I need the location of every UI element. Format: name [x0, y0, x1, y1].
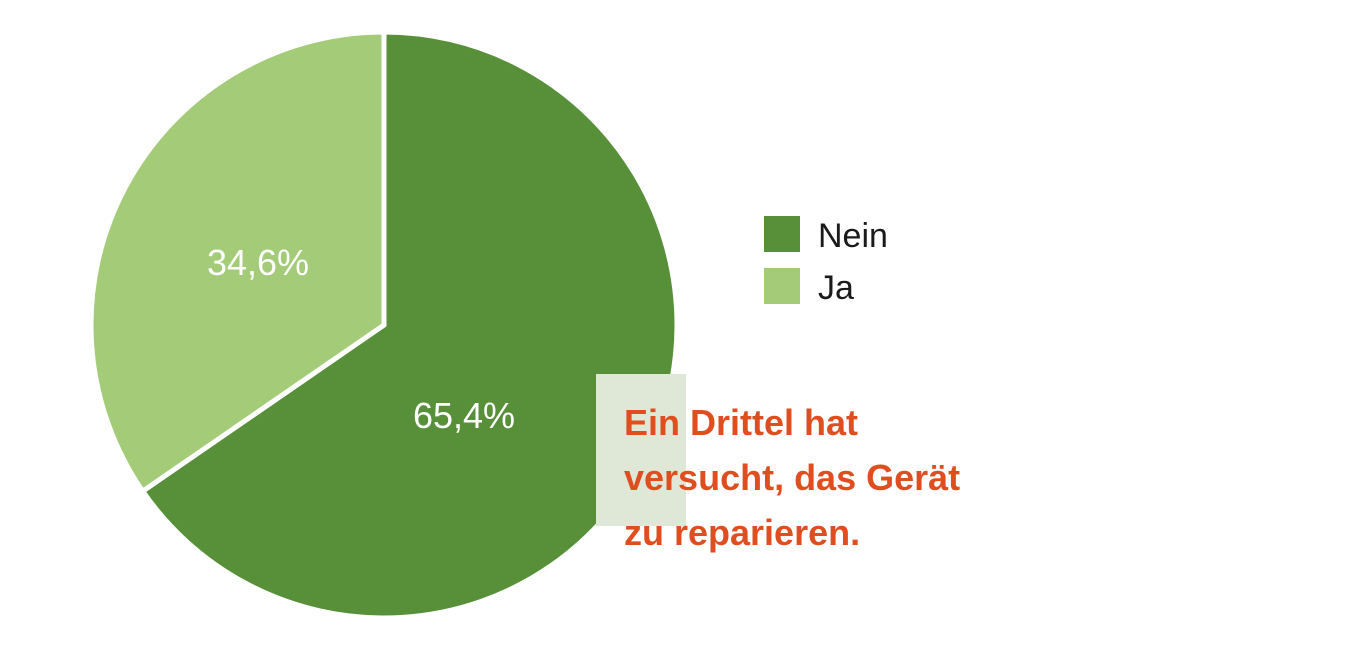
pie-slice-ja — [88, 29, 387, 495]
slice-label-ja: 34,6% — [207, 242, 309, 283]
legend-swatch-ja — [764, 268, 800, 304]
annotation-line-1: Ein Drittel hat — [624, 402, 859, 443]
pie-slices — [88, 29, 680, 621]
slice-label-nein: 65,4% — [413, 395, 515, 436]
legend-label-ja: Ja — [818, 269, 854, 307]
legend-swatch-nein — [764, 216, 800, 252]
annotation-text: Ein Drittel hat versucht, das Gerät zu r… — [624, 395, 1044, 560]
annotation-line-2: versucht, das Gerät — [624, 457, 961, 498]
annotation-line-3: zu reparieren. — [624, 512, 861, 553]
legend-label-nein: Nein — [818, 217, 888, 255]
legend: Nein Ja — [764, 216, 888, 307]
callout-background — [596, 374, 686, 526]
pie-slice-labels: 65,4% 34,6% — [207, 242, 515, 436]
